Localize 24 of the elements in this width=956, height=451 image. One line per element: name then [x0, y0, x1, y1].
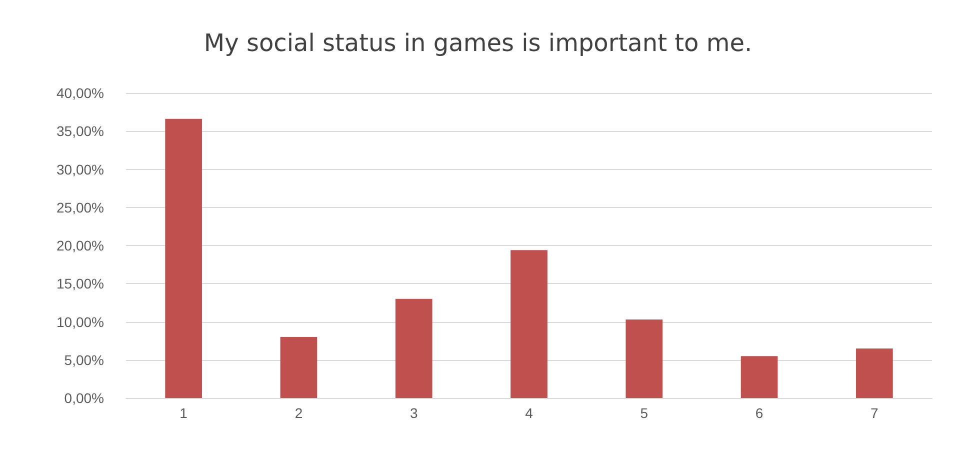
y-tick-label: 35,00% [56, 123, 104, 140]
bar [740, 356, 778, 398]
bar [856, 348, 893, 398]
x-tick-label: 4 [525, 405, 534, 421]
bar [626, 319, 663, 398]
y-tick-label: 40,00% [56, 85, 104, 101]
y-tick-label: 15,00% [56, 276, 104, 292]
y-tick-label: 30,00% [56, 161, 104, 178]
y-tick-label: 0,00% [64, 390, 104, 406]
y-tick-label: 5,00% [64, 352, 104, 368]
x-tick-label: 7 [870, 405, 879, 421]
bar [165, 118, 202, 398]
x-tick-label: 1 [180, 405, 188, 421]
bar [395, 298, 432, 398]
x-tick-label: 2 [294, 405, 303, 421]
x-tick-label: 3 [410, 405, 418, 421]
y-tick-label: 25,00% [56, 199, 104, 216]
chart-title: My social status in games is important to me. [204, 29, 752, 57]
bar [280, 337, 318, 398]
y-tick-label: 10,00% [56, 314, 104, 330]
y-tick-label: 20,00% [56, 238, 104, 254]
bar [510, 250, 548, 398]
x-tick-label: 6 [755, 405, 764, 421]
x-tick-label: 5 [640, 405, 648, 421]
